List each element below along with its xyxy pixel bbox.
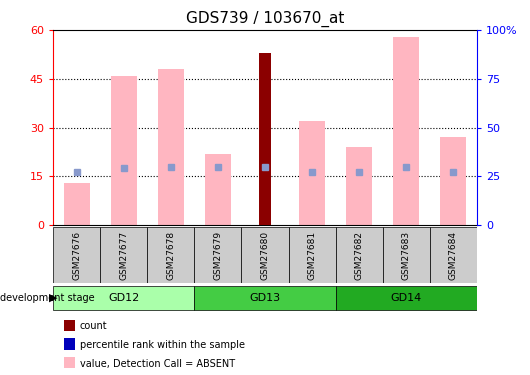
Bar <box>195 227 242 283</box>
Text: GSM27678: GSM27678 <box>166 230 175 280</box>
Text: GD12: GD12 <box>108 293 139 303</box>
Bar <box>288 227 335 283</box>
Text: value, Detection Call = ABSENT: value, Detection Call = ABSENT <box>80 359 235 369</box>
Bar <box>111 75 137 225</box>
Text: GD13: GD13 <box>250 293 280 303</box>
Bar <box>205 153 231 225</box>
Bar <box>393 36 419 225</box>
Bar <box>299 121 325 225</box>
Bar <box>430 227 477 283</box>
Text: GSM27681: GSM27681 <box>307 230 316 280</box>
Bar <box>100 227 147 283</box>
Bar <box>335 227 383 283</box>
Text: GSM27684: GSM27684 <box>449 231 458 279</box>
Text: GD14: GD14 <box>391 293 422 303</box>
Text: development stage: development stage <box>0 293 95 303</box>
Bar <box>346 147 372 225</box>
Bar <box>242 227 288 283</box>
Bar <box>440 137 466 225</box>
Title: GDS739 / 103670_at: GDS739 / 103670_at <box>186 11 344 27</box>
Bar <box>383 227 430 283</box>
Bar <box>259 53 271 225</box>
Text: GSM27682: GSM27682 <box>355 231 364 279</box>
Bar <box>147 227 195 283</box>
Bar <box>158 69 184 225</box>
Bar <box>195 286 335 310</box>
Text: count: count <box>80 321 107 331</box>
Text: GSM27677: GSM27677 <box>119 230 128 280</box>
Bar <box>335 286 477 310</box>
Bar <box>64 183 90 225</box>
Text: GSM27683: GSM27683 <box>402 230 411 280</box>
Text: GSM27679: GSM27679 <box>214 230 223 280</box>
Text: GSM27676: GSM27676 <box>72 230 81 280</box>
Text: GSM27680: GSM27680 <box>261 230 269 280</box>
Text: percentile rank within the sample: percentile rank within the sample <box>80 340 244 350</box>
Text: ▶: ▶ <box>49 293 57 303</box>
Bar <box>53 227 100 283</box>
Bar <box>53 286 195 310</box>
